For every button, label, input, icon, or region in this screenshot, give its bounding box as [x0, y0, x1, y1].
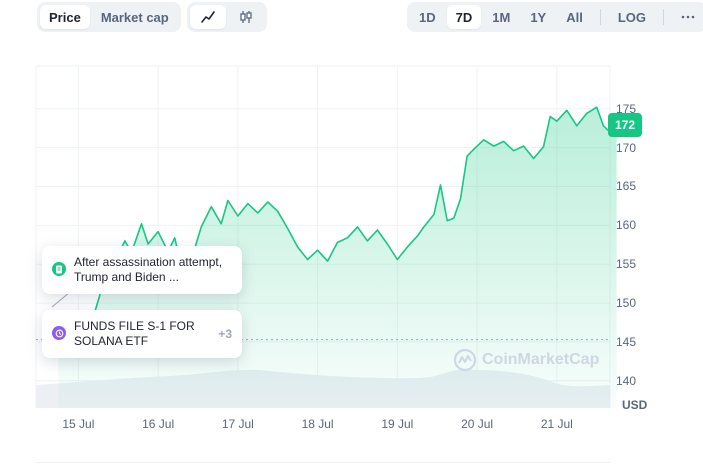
- y-tick-label: 155: [616, 257, 637, 272]
- watermark: CoinMarketCap: [453, 348, 599, 372]
- y-tick-label: 160: [616, 218, 637, 233]
- news-card[interactable]: After assassination attempt, Trump and B…: [42, 246, 242, 294]
- divider: [36, 462, 610, 466]
- news-card[interactable]: FUNDS FILE S-1 FOR SOLANA ETF +3: [42, 310, 242, 358]
- candlestick-icon: [240, 11, 252, 23]
- y-tick-label: 150: [616, 296, 637, 311]
- more-dots-icon: [681, 15, 695, 19]
- y-tick-label: 165: [616, 179, 637, 194]
- range-1d[interactable]: 1D: [419, 9, 436, 25]
- tab-market-cap[interactable]: Market cap: [100, 9, 169, 25]
- toolbar-divider: [663, 9, 665, 25]
- x-tick-label: 21 Jul: [540, 417, 573, 431]
- range-toggle: 1D 7D 1M 1Y All LOG: [407, 2, 703, 32]
- more-button[interactable]: [672, 5, 703, 29]
- y-tick-label: 140: [616, 373, 637, 388]
- coinmarketcap-logo-icon: [453, 348, 477, 372]
- range-1m[interactable]: 1M: [492, 9, 511, 25]
- candlestick-button[interactable]: [228, 5, 264, 29]
- toolbar-divider: [599, 9, 601, 25]
- view-toggle: Price Market cap: [37, 2, 181, 32]
- tab-price[interactable]: Price: [40, 5, 90, 29]
- news-connector: [51, 291, 71, 308]
- watermark-text: CoinMarketCap: [482, 351, 600, 368]
- x-tick-label: 17 Jul: [221, 417, 254, 431]
- y-tick-label: 170: [616, 140, 637, 155]
- currency-label: USD: [622, 398, 648, 412]
- range-all[interactable]: All: [566, 9, 583, 25]
- range-1y[interactable]: 1Y: [530, 9, 547, 25]
- x-tick-label: 19 Jul: [381, 417, 414, 431]
- range-7d[interactable]: 7D: [446, 5, 482, 29]
- news-text: After assassination attempt, Trump and B…: [74, 255, 223, 284]
- price-line: [57, 106, 617, 345]
- news-text: FUNDS FILE S-1 FOR SOLANA ETF: [74, 319, 195, 348]
- document-icon: [52, 262, 66, 276]
- chart-type-toggle: [187, 2, 267, 32]
- news-more-count[interactable]: +3: [218, 327, 232, 341]
- x-tick-label: 16 Jul: [142, 417, 175, 431]
- line-chart-button[interactable]: [190, 5, 226, 29]
- clock-icon: [52, 326, 66, 340]
- x-tick-label: 18 Jul: [301, 417, 334, 431]
- y-tick-label: 145: [616, 334, 637, 349]
- x-tick-label: 20 Jul: [461, 417, 494, 431]
- current-price-tag: 172: [608, 113, 642, 137]
- x-tick-label: 15 Jul: [62, 417, 95, 431]
- y-tick-label: 175: [616, 101, 637, 116]
- log-scale-button[interactable]: LOG: [617, 9, 647, 25]
- line-chart-icon: [201, 11, 215, 23]
